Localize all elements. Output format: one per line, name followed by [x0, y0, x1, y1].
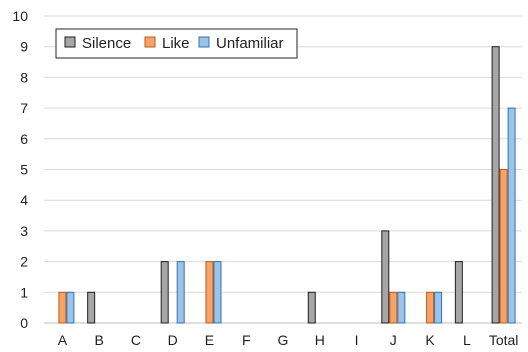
- x-tick-label-d: D: [168, 332, 178, 348]
- bar-total-silence: [491, 46, 500, 324]
- y-tick-label-9: 9: [20, 39, 28, 55]
- bar-a-like: [58, 291, 67, 324]
- y-tick-label-4: 4: [20, 192, 28, 208]
- y-tick-label-0: 0: [20, 315, 28, 331]
- legend-swatch-like: [144, 36, 156, 48]
- x-tick-label-total: Total: [489, 332, 519, 348]
- y-tick-label-7: 7: [20, 100, 28, 116]
- y-tick-label-10: 10: [12, 8, 28, 24]
- x-tick-label-f: F: [242, 332, 251, 348]
- bar-j-unfamiliar: [397, 291, 406, 324]
- bar-b-silence: [87, 291, 96, 324]
- y-tick-label-8: 8: [20, 69, 28, 85]
- legend-swatch-silence: [64, 36, 76, 48]
- grid-layer: [44, 15, 522, 324]
- legend-label-unfamiliar: Unfamiliar: [216, 35, 284, 52]
- legend-swatch-unfamiliar: [198, 36, 210, 48]
- y-tick-label-6: 6: [20, 131, 28, 147]
- x-tick-label-e: E: [205, 332, 214, 348]
- bar-a-unfamiliar: [66, 291, 75, 324]
- x-tick-label-l: L: [463, 332, 471, 348]
- x-tick-label-a: A: [58, 332, 68, 348]
- bars-layer: [58, 46, 516, 324]
- bar-e-unfamiliar: [213, 261, 222, 324]
- legend-box: [55, 28, 298, 59]
- x-tick-label-j: J: [390, 332, 397, 348]
- x-tick-label-h: H: [315, 332, 325, 348]
- x-tick-label-c: C: [131, 332, 141, 348]
- bar-total-like: [499, 169, 508, 324]
- bar-total-unfamiliar: [507, 107, 516, 324]
- labels-layer: 0 1 2 3 4 5 6 7 8 9 10 A B C D E F G H I J K L Total: [12, 8, 518, 348]
- bar-d-unfamiliar: [176, 261, 185, 324]
- y-tick-label-5: 5: [20, 162, 28, 178]
- x-tick-label-b: B: [94, 332, 103, 348]
- x-tick-label-i: I: [355, 332, 359, 348]
- bar-k-unfamiliar: [434, 291, 443, 324]
- bar-e-like: [205, 261, 214, 324]
- legend-label-silence: Silence: [82, 35, 131, 52]
- y-tick-label-3: 3: [20, 223, 28, 239]
- bar-j-silence: [381, 230, 390, 324]
- x-tick-label-g: G: [278, 332, 289, 348]
- legend-label-like: Like: [162, 35, 190, 52]
- bar-k-like: [426, 291, 435, 324]
- y-tick-label-1: 1: [20, 284, 28, 300]
- bar-j-like: [389, 291, 398, 324]
- x-tick-label-k: K: [425, 332, 435, 348]
- bar-h-silence: [307, 291, 316, 324]
- y-tick-label-2: 2: [20, 254, 28, 270]
- bar-d-silence: [160, 261, 169, 324]
- legend: Silence Like Unfamiliar: [55, 28, 298, 59]
- bar-l-silence: [454, 261, 463, 324]
